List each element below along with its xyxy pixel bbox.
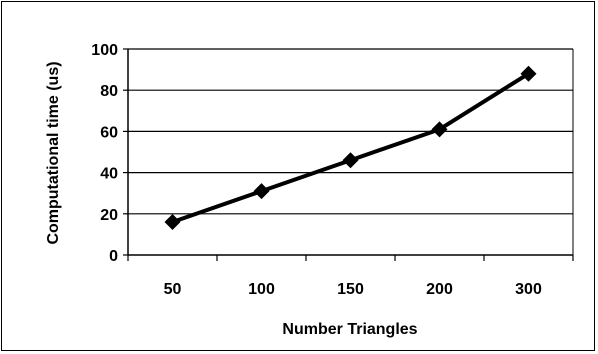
series-line [171,72,530,224]
y-tick-label: 60 [100,124,118,141]
axes [123,48,574,261]
x-tick-labels: 50 100 150 200 300 [164,281,542,298]
series-line-path [171,72,530,224]
data-point-diamond [431,121,448,138]
y-tick-label: 100 [91,42,118,59]
data-point-diamond [253,183,270,200]
data-markers [164,65,537,231]
data-point-diamond [164,214,181,231]
x-tick-label: 100 [248,281,275,298]
y-tick-label: 80 [100,83,118,100]
y-tick-label: 0 [109,248,118,265]
x-tick-label: 50 [164,281,182,298]
x-axis-title: Number Triangles [282,321,417,338]
y-axis-title: Computational time (us) [45,61,62,244]
y-tick-labels: 0 20 40 60 80 100 [91,42,118,265]
y-tick-label: 40 [100,166,118,183]
x-tick-label: 150 [337,281,364,298]
x-tick-label: 200 [426,281,453,298]
x-tick-label: 300 [515,281,542,298]
data-point-diamond [520,65,537,82]
gridlines [128,48,573,215]
y-tick-label: 20 [100,207,118,224]
data-point-diamond [342,152,359,169]
